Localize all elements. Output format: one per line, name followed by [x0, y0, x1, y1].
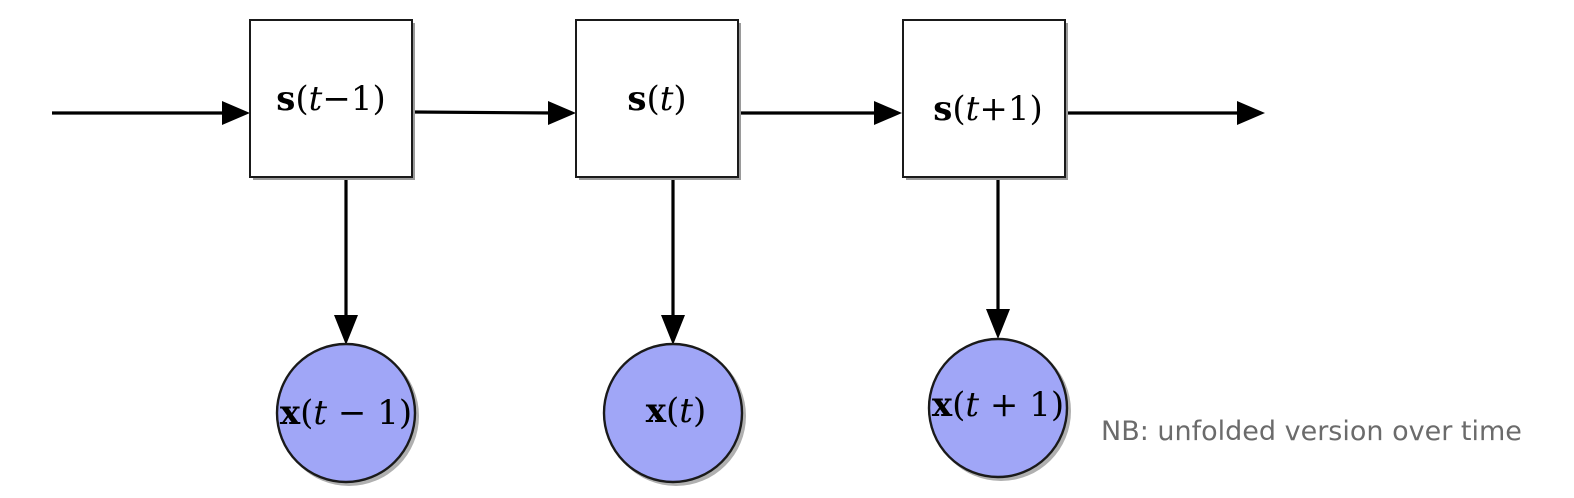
state-node-1-box — [249, 19, 413, 178]
state-node-3: s(t+1) — [902, 19, 1068, 180]
observation-node-3-circle — [927, 337, 1069, 479]
emission-edges — [334, 177, 1010, 345]
observation-node-1: x(t − 1) — [275, 342, 419, 486]
arrowhead-state-2-to-obs-2 — [661, 315, 685, 345]
state-node-2-label: s(t) — [627, 79, 686, 119]
observation-node-1-circle — [275, 342, 417, 484]
arrowhead-input-to-state-1 — [222, 101, 250, 125]
arrowhead-state-3-to-obs-3 — [986, 309, 1010, 339]
unfolded-note: NB: unfolded version over time — [1101, 416, 1522, 447]
arrowhead-state-3-to-output — [1237, 101, 1265, 125]
state-node-1: s(t−1) — [249, 19, 415, 180]
edge-state-1-to-state-2 — [412, 110, 557, 115]
observation-node-1-label: x(t − 1) — [280, 393, 412, 433]
state-node-3-box — [902, 19, 1066, 178]
observation-node-3-label: x(t + 1) — [932, 385, 1064, 425]
state-node-2-box — [575, 19, 739, 178]
state-chain-edges — [52, 101, 1265, 125]
observation-node-2: x(t) — [602, 342, 746, 486]
arrowhead-state-2-to-state-3 — [874, 101, 902, 125]
state-node-2: s(t) — [575, 19, 741, 180]
observation-node-2-circle — [602, 342, 744, 484]
state-node-1-label: s(t−1) — [276, 79, 386, 119]
observation-node-3: x(t + 1) — [927, 337, 1071, 481]
arrowhead-state-1-to-obs-1 — [334, 315, 358, 345]
state-node-3-label: s(t+1) — [933, 89, 1043, 129]
arrowhead-state-1-to-state-2 — [548, 101, 576, 125]
observation-node-2-label: x(t) — [646, 391, 706, 431]
